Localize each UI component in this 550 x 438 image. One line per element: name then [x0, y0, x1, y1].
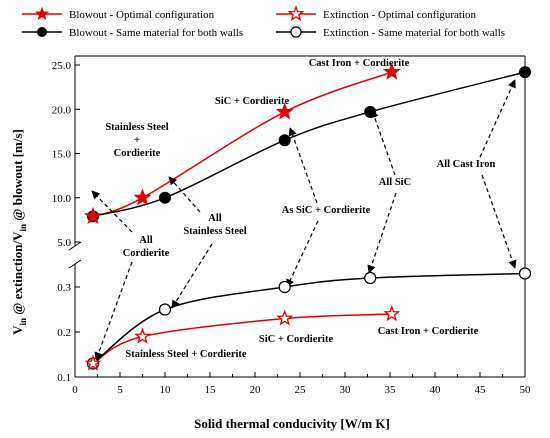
x-tick-label: 35	[385, 384, 397, 396]
series-line-2	[92, 313, 392, 365]
x-tick-label: 20	[250, 384, 262, 396]
y-tick-label: 15.0	[52, 149, 72, 161]
annotation-label: Cordierite	[114, 148, 161, 159]
annotation-arrow	[367, 192, 397, 274]
annotation-arrow	[94, 261, 133, 361]
y-tick-label: 25.0	[52, 60, 72, 72]
annotation-arrow	[481, 174, 517, 269]
annotation-label: Stainless Steel	[105, 122, 168, 133]
data-point-open-circle	[364, 271, 377, 285]
series-markers	[84, 62, 532, 371]
series-line-1	[92, 71, 526, 218]
data-point-open-star	[134, 327, 151, 344]
data-point-star	[133, 188, 152, 206]
data-point-open-circle	[278, 280, 291, 294]
data-point-circle	[364, 105, 377, 118]
annotation-label: Cordierite	[123, 248, 170, 259]
x-tick-label: 40	[430, 384, 442, 396]
data-point-open-circle	[518, 267, 532, 280]
annotation-label: SiC + Cordierite	[215, 96, 290, 107]
data-point-star	[382, 62, 401, 80]
annotation-label: All	[139, 235, 153, 246]
legend-label: Blowout - Optimal configuration	[69, 9, 215, 21]
legend-label: Extinction - Same material for both wall…	[323, 27, 505, 39]
y-axis-title: Vin @ extinction/Vin @ blowout [m/s]	[10, 129, 28, 335]
annotation-label: SiC + Cordierite	[259, 334, 334, 345]
annotation-arrow	[370, 109, 396, 176]
annotation-label: Cast Iron + Cordierite	[378, 326, 479, 337]
legend-label: Blowout - Same material for both walls	[69, 27, 243, 39]
y-tick-label: 10.0	[52, 193, 72, 205]
annotation-label: +	[134, 135, 140, 146]
data-point-star	[84, 206, 102, 224]
annotation-label: Stainless Steel	[183, 226, 246, 237]
annotation-arrow	[171, 243, 213, 309]
annotation-label: As SiC + Cordierite	[282, 205, 371, 216]
x-tick-label: 0	[72, 384, 78, 396]
data-point-open-star	[383, 305, 401, 322]
annotations: Cast Iron + Cordierite SiC + Cordierite St…	[105, 58, 495, 360]
series-line-0	[92, 71, 393, 218]
annotation-arrow	[479, 79, 516, 158]
y-tick-label: 0.3	[57, 282, 71, 294]
data-point-star	[275, 102, 294, 120]
x-tick-label: 25	[295, 384, 307, 396]
tick-labels: 0 5 10 15 20 25 30 35 40 45 50 5.0 10.0 15.0 20.0 25.0 0…	[52, 60, 531, 396]
annotation-arrow	[288, 127, 318, 204]
data-point-open-star	[84, 354, 102, 371]
x-tick-label: 50	[520, 384, 532, 396]
axis-break-mark	[68, 241, 82, 251]
legend-label: Extinction - Optimal configuration	[323, 9, 477, 21]
annotation-arrows	[91, 79, 517, 361]
data-point-open-circle	[158, 303, 172, 316]
y-tick-label: 0.1	[57, 372, 71, 384]
annotation-label: All SiC	[379, 177, 411, 188]
x-tick-label: 10	[160, 384, 172, 396]
annotation-arrow	[91, 190, 133, 233]
legend-marker	[290, 26, 302, 38]
annotation-arrow	[286, 220, 319, 288]
annotation-label: All Cast Iron	[437, 159, 496, 170]
series-lines	[92, 71, 526, 365]
y-tick-label: 5.0	[57, 237, 71, 249]
data-point-open-star	[276, 309, 294, 326]
y-tick-label: 0.2	[57, 327, 71, 339]
legend-marker	[287, 5, 305, 22]
x-tick-label: 30	[340, 384, 352, 396]
annotation-label: All	[208, 213, 222, 224]
x-tick-label: 45	[475, 384, 487, 396]
data-point-circle	[278, 134, 291, 147]
legend-marker	[34, 6, 50, 21]
annotation-label: Stainless Steel + Cordierite	[125, 349, 247, 360]
legend-marker	[37, 27, 47, 37]
y-tick-label: 20.0	[52, 104, 72, 116]
annotation-arrow	[168, 176, 201, 213]
x-tick-label: 5	[117, 384, 123, 396]
data-point-circle	[519, 66, 531, 79]
x-axis-title: Solid thermal conducivity [W/m K]	[194, 416, 390, 431]
legend: Blowout - Optimal configuration Blowout -…	[22, 5, 505, 39]
data-point-circle	[159, 191, 171, 204]
x-tick-label: 15	[205, 384, 217, 396]
annotation-label: Cast Iron + Cordierite	[309, 58, 410, 69]
axis-break-mark	[68, 259, 82, 269]
